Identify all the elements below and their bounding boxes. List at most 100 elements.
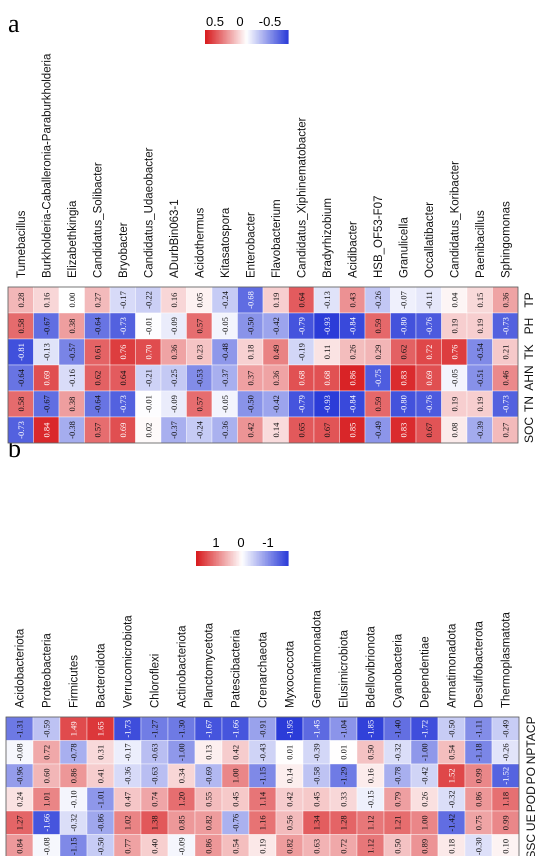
colorbar-gradient-step [285,30,288,44]
column-label: Firmicutes [69,655,81,708]
cell-value-label: -0.79 [296,395,306,413]
column-label: ADurbBin063-1 [169,199,181,278]
colorbar-gradient-step [286,551,289,566]
colorbar-gradient-step [235,30,238,44]
cell-value-label: 1.65 [96,721,106,736]
cell-value-label: 0.38 [67,319,77,334]
colorbar-gradient-step [282,30,285,44]
cell-value-label: 1.20 [177,792,187,807]
cell-value-label: -0.09 [177,837,187,855]
column-label: Candidatus_Koribacter [449,161,461,278]
colorbar-gradient-step [237,551,240,566]
colorbar-gradient-step [210,30,213,44]
row-label: NPT [524,740,538,765]
cell-value-label: 0.54 [231,838,241,854]
row-label: SOC [522,417,536,443]
heatmap-cell [466,338,493,366]
cell-value-label: 0.60 [42,768,52,783]
cell-value-label: 0.84 [41,422,51,438]
cell-value-label: -1.67 [204,720,214,738]
cell-value-label: 0.10 [501,839,511,854]
cell-value-label: 0.63 [312,839,322,854]
cell-value-label: -0.05 [220,317,230,335]
colorbar-gradient-step [219,551,222,566]
cell-value-label: 0.45 [231,792,241,807]
heatmap-cell [211,364,238,392]
heatmap-cell [186,312,213,340]
cell-value-label: -1.11 [474,720,484,737]
colorbar-gradient-step [240,30,243,44]
colorbar-gradient-step [274,551,277,566]
cell-value-label: 0.69 [41,371,51,386]
heatmap-cell [364,338,391,366]
colorbar-gradient-step [215,551,219,566]
column-label: Elusimicrobiota [339,629,351,708]
cell-value-label: -0.36 [123,767,133,785]
colorbar-gradient-step [232,551,235,566]
colorbar-gradient-step [260,30,263,44]
cell-value-label: 0.14 [271,422,281,438]
heatmap-cell [160,390,187,418]
heatmap-cell [160,312,187,340]
heatmap-cell [364,312,391,340]
cell-value-label: 0.82 [204,815,214,830]
cell-value-label: -0.84 [347,394,357,412]
colorbar-gradient-step [206,551,209,566]
cell-value-label: -0.08 [42,837,52,855]
heatmap-cell [441,312,468,340]
cell-value-label: -0.78 [393,767,403,785]
heatmap-panel-a: Tumebacillus Burkholderia-Caballeronia-Pa… [7,14,536,444]
colorbar-gradient-step [229,551,232,566]
cell-value-label: -0.19 [296,343,306,361]
cell-value-label: -0.73 [500,317,510,335]
column-label: Tumebacillus [16,210,28,278]
column-label: Gemmatimonadota [312,610,324,708]
cell-value-label: -0.11 [424,291,434,308]
colorbar-gradient-step [272,551,275,566]
cell-value-label: 0.19 [271,293,281,308]
cell-value-label: -0.93 [322,395,332,413]
cell-value-label: 0.11 [322,345,332,360]
cell-value-label: 0.18 [447,839,457,854]
colorbar-tick-label: 0.5 [206,14,224,29]
cell-value-label: -1.73 [123,720,133,738]
column-label: Dependentiae [420,636,432,708]
colorbar-gradient-step [252,551,255,566]
column-label: Candidatus_Solibacter [92,162,104,278]
column-label: Crenarchaeota [258,631,270,708]
colorbar-gradient-step [232,30,235,44]
colorbar-gradient-step [252,30,255,44]
cell-value-label: 0.37 [245,371,255,386]
cell-value-label: 0.19 [475,397,485,412]
heatmap-cell [58,416,85,444]
cell-value-label: 0.62 [398,345,408,360]
heatmap-cell [492,416,519,444]
cell-value-label: -0.26 [373,291,383,309]
cell-value-label: -0.96 [15,767,25,785]
cell-value-label: 0.13 [204,745,214,760]
colorbar-gradient-step [217,551,220,566]
cell-value-label: 0.76 [449,345,459,360]
cell-value-label: 0.86 [347,371,357,386]
cell-value-label: 0.38 [67,397,77,412]
colorbar-gradient-step [207,30,210,44]
cell-value-label: -0.58 [312,767,322,785]
cell-value-label: 0.67 [424,423,434,438]
cell-value-label: -0.75 [373,369,383,387]
colorbar-gradient-step [280,551,283,566]
colorbar-gradient-step [209,551,212,566]
heatmap-frame [5,716,520,856]
cell-value-label: -0.24 [220,290,230,308]
column-label: Myxococcota [285,640,297,708]
cell-value-label: -0.22 [143,291,153,309]
row-label: TN [522,396,536,412]
cell-value-label: -0.69 [204,767,214,785]
cell-value-label: -0.67 [41,317,51,335]
cell-value-label: -0.63 [150,743,160,761]
colorbar-gradient-step [268,30,271,44]
cell-value-label: 0.58 [16,397,26,412]
cell-value-label: -1.18 [474,743,484,761]
cell-value-label: 1.14 [258,791,268,807]
cell-value-label: 1.28 [339,815,349,830]
cell-value-label: 0.83 [398,371,408,386]
